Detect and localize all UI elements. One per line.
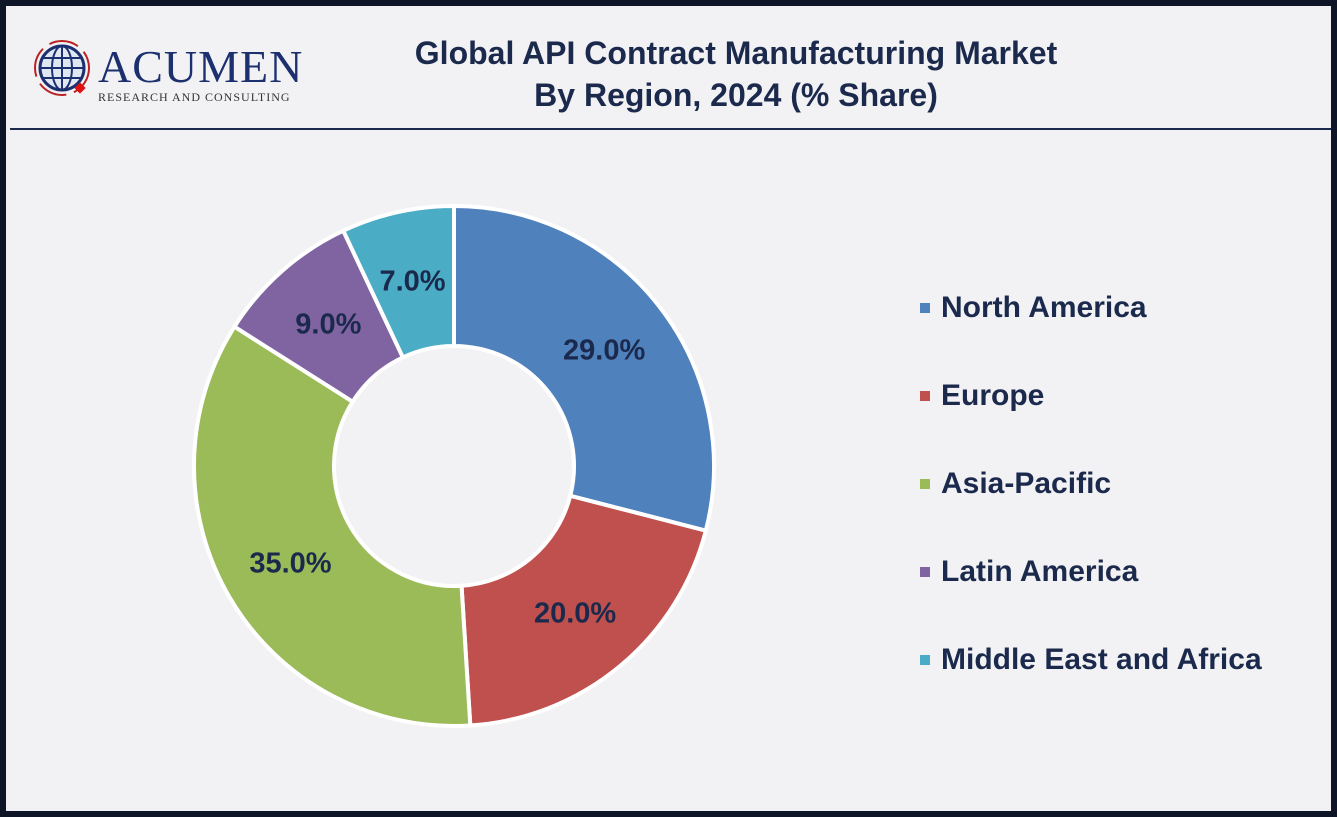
legend-item: Latin America <box>920 528 1262 616</box>
legend-swatch <box>920 479 930 489</box>
data-label: 35.0% <box>249 548 331 580</box>
legend-item: North America <box>920 264 1262 352</box>
legend-swatch <box>920 391 930 401</box>
legend-swatch <box>920 303 930 313</box>
legend-label: Middle East and Africa <box>941 643 1262 676</box>
legend-item: Europe <box>920 352 1262 440</box>
slice-middle-east-and-africa <box>340 203 456 361</box>
data-label: 7.0% <box>379 266 445 298</box>
title-line-2: By Region, 2024 (% Share) <box>534 77 938 113</box>
legend-item: Middle East and Africa <box>920 616 1262 704</box>
acumen-logo: ACUMEN RESEARCH AND CONSULTING <box>32 38 322 108</box>
title-line-1: Global API Contract Manufacturing Market <box>414 35 1058 71</box>
legend: North America Europe Asia-Pacific Latin Ame… <box>920 264 1262 704</box>
data-label: 20.0% <box>534 597 616 629</box>
slice-north-america <box>452 203 716 534</box>
legend-label: Europe <box>941 379 1045 412</box>
legend-label: North America <box>941 291 1147 324</box>
data-label: 9.0% <box>295 308 361 340</box>
logo-subtitle: RESEARCH AND CONSULTING <box>98 90 291 104</box>
globe-icon <box>34 40 90 96</box>
legend-swatch <box>920 567 930 577</box>
data-label: 29.0% <box>563 335 645 367</box>
legend-swatch <box>920 655 930 665</box>
legend-label: Latin America <box>941 555 1139 588</box>
header-divider <box>10 128 1331 130</box>
legend-item: Asia-Pacific <box>920 440 1262 528</box>
slice-asia-pacific <box>192 323 473 728</box>
chart-title: Global API Contract Manufacturing Market… <box>336 32 1136 116</box>
slice-europe <box>459 493 709 728</box>
logo-word: ACUMEN <box>98 41 304 92</box>
legend-label: Asia-Pacific <box>941 467 1112 500</box>
